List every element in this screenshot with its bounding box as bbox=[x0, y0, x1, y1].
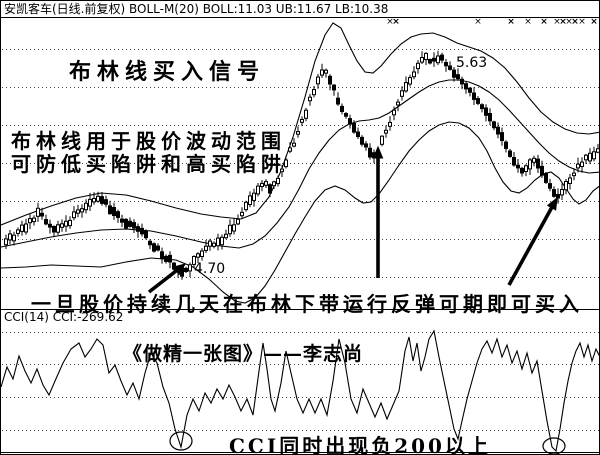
x-mark: × bbox=[507, 17, 515, 27]
x-mark: × bbox=[474, 17, 482, 27]
x-mark: × bbox=[540, 17, 548, 27]
cci-trough-circle bbox=[542, 437, 566, 454]
boll-upper-band bbox=[1, 22, 599, 226]
event-x-marks: ×× × × × × ×××× × × bbox=[386, 17, 598, 27]
annotation-desc-line1: 布林线用于股价波动范围 bbox=[11, 129, 286, 153]
annotation-bottom-note: 一旦股价持续几天在布林下带运行反弹可期即可买入 bbox=[31, 292, 583, 316]
chart-title: 安凯客车(日线.前复权) BOLL-M(20) BOLL:11.03 UB:11… bbox=[4, 2, 389, 16]
boll-middle-band bbox=[1, 79, 599, 249]
gridlines bbox=[2, 49, 599, 431]
price-label-4-70: 4.70 bbox=[194, 261, 225, 277]
cci-indicator-label: CCI(14) CCI:-269.62 bbox=[4, 310, 124, 324]
cci-line bbox=[1, 329, 599, 453]
x-mark: × bbox=[590, 17, 598, 27]
x-mark: × bbox=[559, 17, 567, 27]
x-mark: × bbox=[524, 17, 532, 27]
arrow-to-lower-band-low bbox=[507, 196, 558, 286]
annotation-buy-signal-title: 布林线买入信号 bbox=[69, 59, 266, 85]
annotation-cci-note: CCI同时出现负200以上 bbox=[229, 434, 491, 455]
x-mark: × bbox=[386, 17, 394, 27]
annotation-book-credit: 《做精一张图》——李志尚 bbox=[123, 343, 364, 365]
x-mark: × bbox=[578, 17, 586, 27]
arrow-to-470-low bbox=[147, 263, 187, 294]
x-mark: × bbox=[392, 17, 400, 27]
chart-title-bar: 安凯客车(日线.前复权) BOLL-M(20) BOLL:11.03 UB:11… bbox=[1, 1, 599, 18]
arrow-to-middle-band-touch bbox=[372, 145, 384, 278]
annotation-desc-line2: 可防低买陷阱和高买陷阱 bbox=[11, 152, 286, 176]
cci-trough-circle bbox=[169, 431, 193, 451]
x-mark: × bbox=[565, 17, 573, 27]
x-mark: × bbox=[571, 17, 579, 27]
price-label-5-63: 5.63 bbox=[456, 55, 487, 71]
x-mark: × bbox=[553, 17, 561, 27]
